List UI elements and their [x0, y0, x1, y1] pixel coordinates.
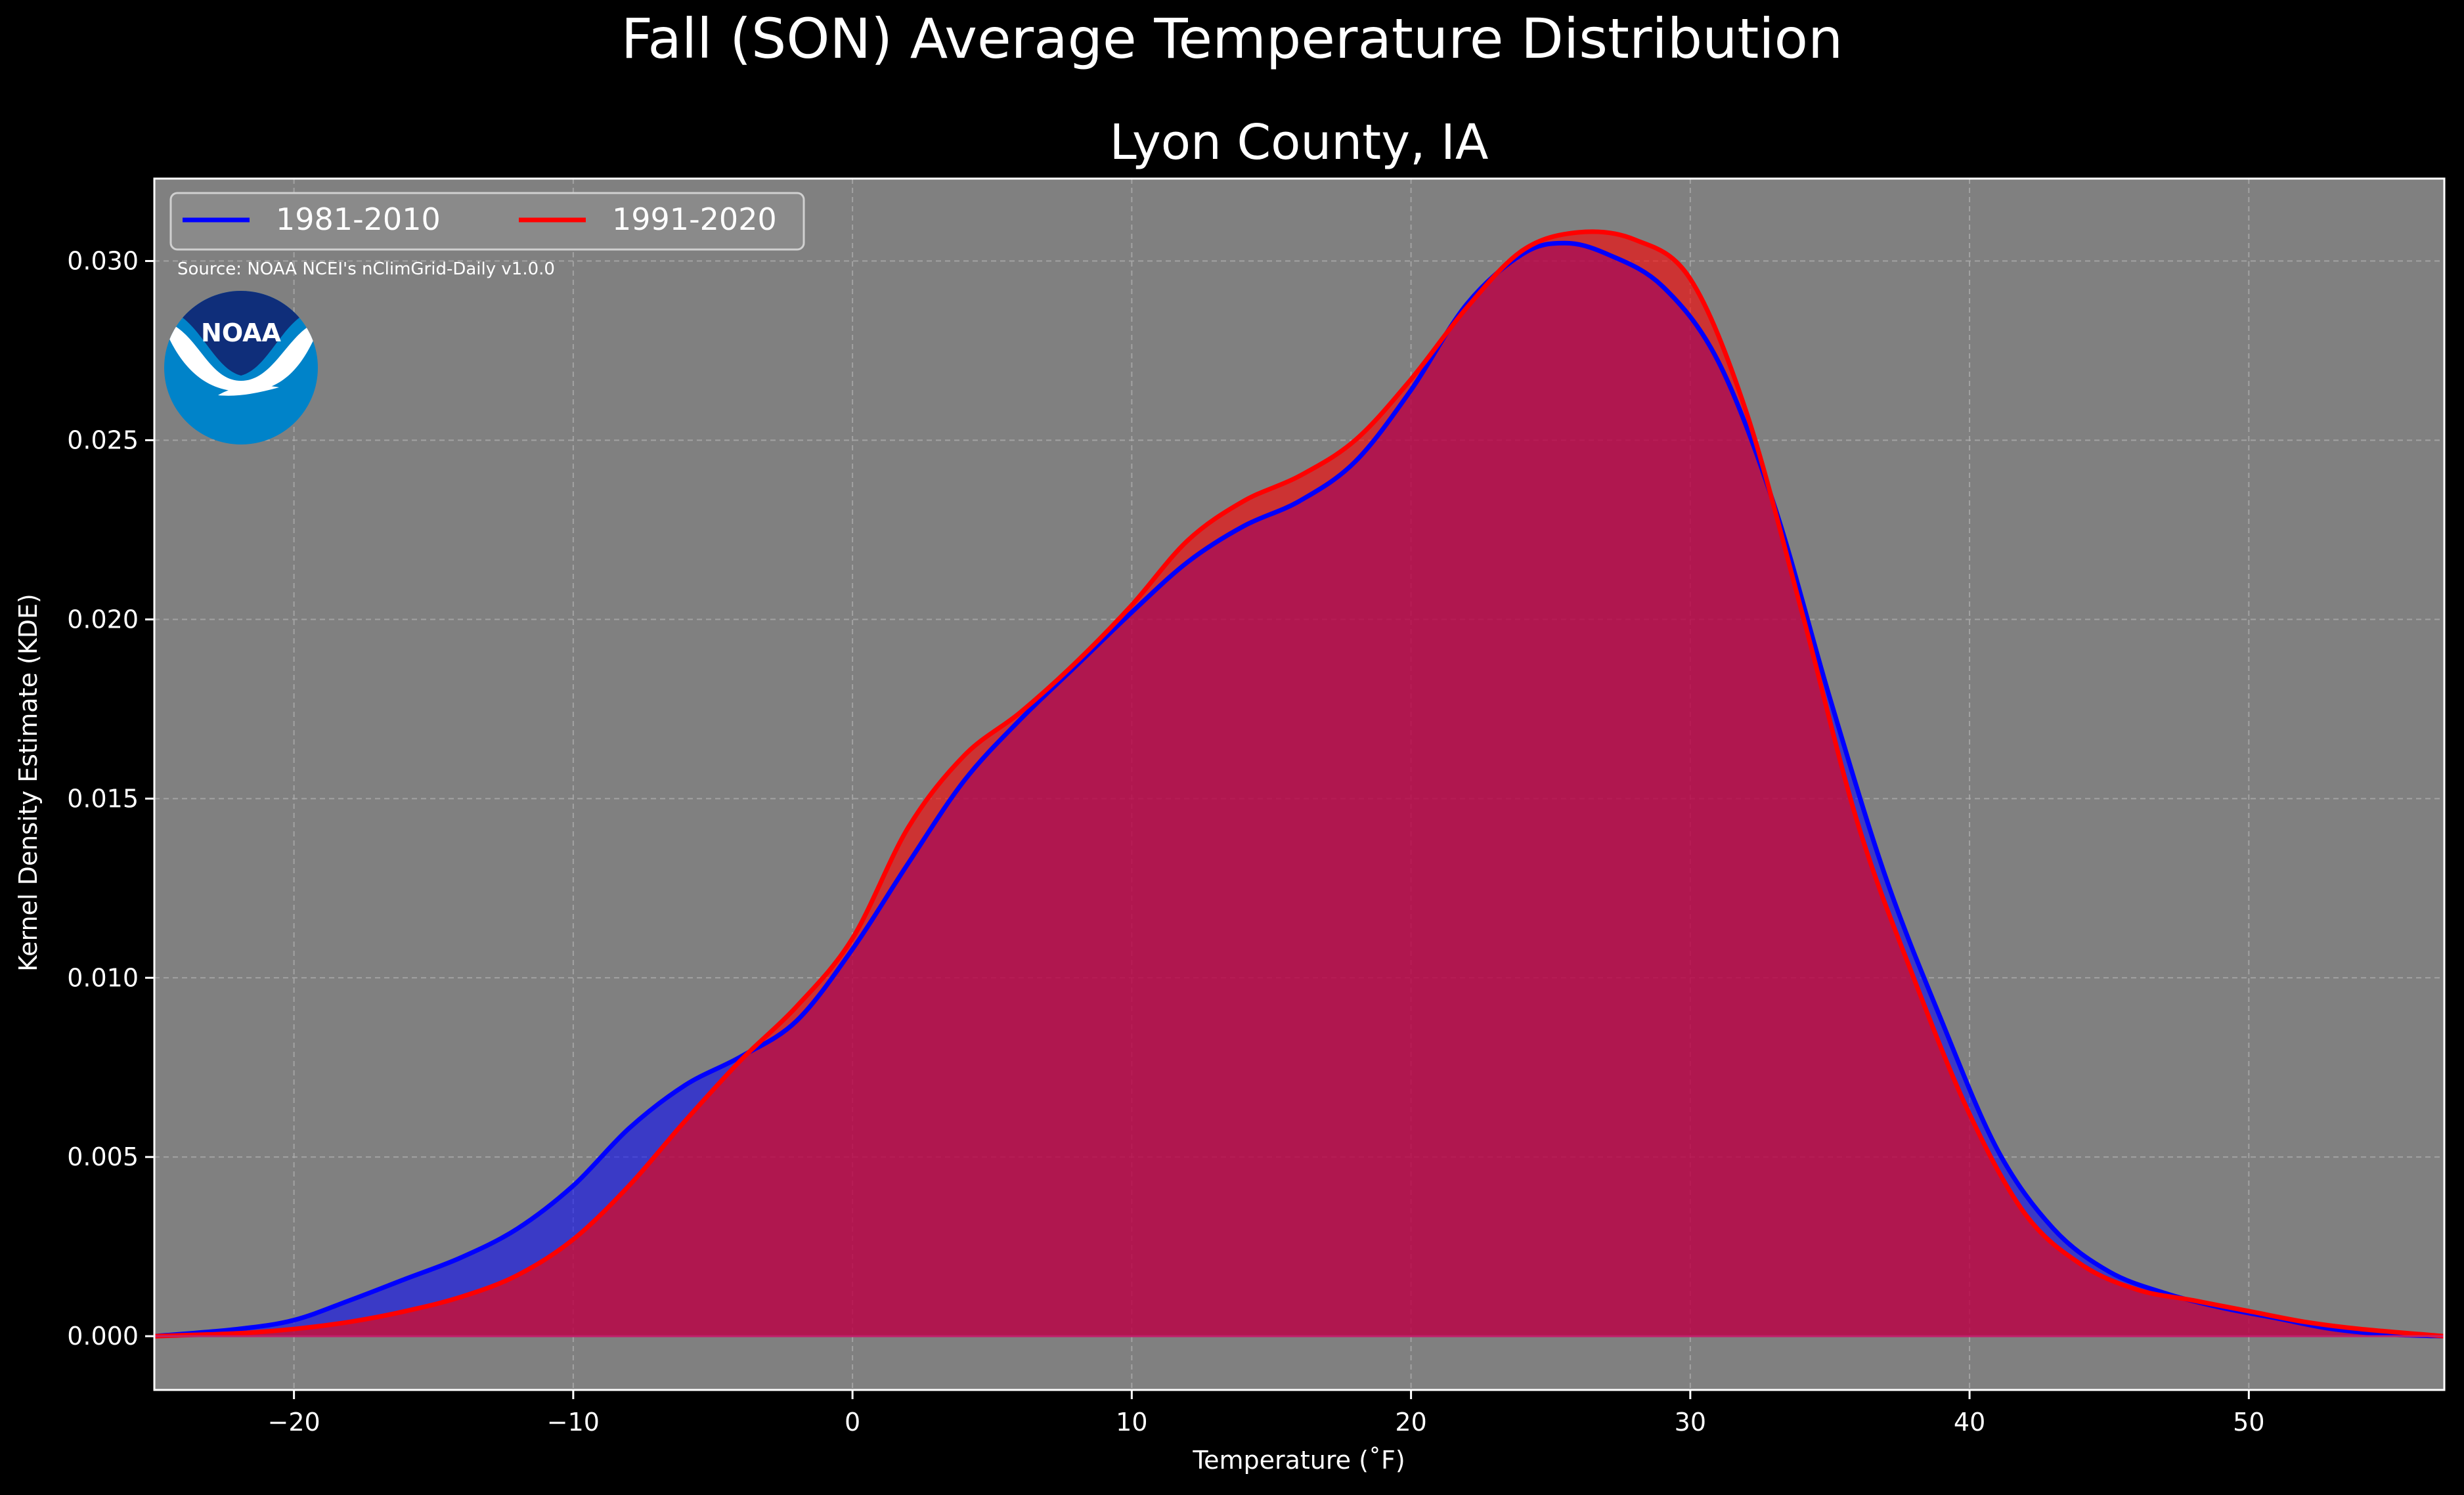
series-fill-1991-2020 — [154, 231, 2444, 1337]
chart-suptitle: Fall (SON) Average Temperature Distribut… — [621, 7, 1843, 71]
series-fills — [154, 231, 2444, 1337]
x-tick-label: −10 — [547, 1408, 600, 1437]
y-tick-label: 0.015 — [67, 784, 139, 813]
legend-label-1981-2010: 1981-2010 — [276, 202, 441, 237]
legend-box — [169, 192, 805, 251]
y-tick-label: 0.020 — [67, 605, 139, 634]
noaa-logo-text: NOAA — [201, 318, 281, 347]
x-tick-label: 10 — [1116, 1408, 1147, 1437]
y-tick-label: 0.010 — [67, 963, 139, 992]
x-tick-label: −20 — [268, 1408, 320, 1437]
y-tick-label: 0.005 — [67, 1142, 139, 1171]
x-axis-label: Temperature (˚F) — [1192, 1446, 1405, 1475]
series-lines — [154, 229, 2445, 1339]
legend-label-1991-2020: 1991-2020 — [612, 202, 777, 237]
plot-frame — [153, 177, 2446, 1391]
x-tick-label: 30 — [1675, 1408, 1706, 1437]
x-tick-label: 20 — [1395, 1408, 1426, 1437]
legend: 1981-2010 1991-2020 — [169, 192, 805, 251]
series-line-1991-2020 — [154, 229, 2445, 1339]
y-axis-label: Kernel Density Estimate (KDE) — [14, 594, 43, 972]
series-line-1981-2010 — [154, 240, 2445, 1339]
y-axis-ticks: 0.000 0.005 0.010 0.015 0.020 0.025 0.030 — [67, 247, 154, 1351]
y-tick-label: 0.025 — [67, 425, 139, 454]
y-tick-label: 0.000 — [67, 1322, 139, 1351]
source-note: Source: NOAA NCEI's nClimGrid-Daily v1.0… — [177, 259, 555, 279]
x-tick-label: 0 — [845, 1408, 860, 1437]
x-tick-label: 40 — [1954, 1408, 1985, 1437]
chart-title: Lyon County, IA — [1110, 114, 1489, 171]
x-tick-label: 50 — [2233, 1408, 2264, 1437]
y-tick-label: 0.030 — [67, 247, 139, 276]
x-axis-ticks: −20 −10 0 10 20 30 40 50 — [268, 1390, 2265, 1437]
